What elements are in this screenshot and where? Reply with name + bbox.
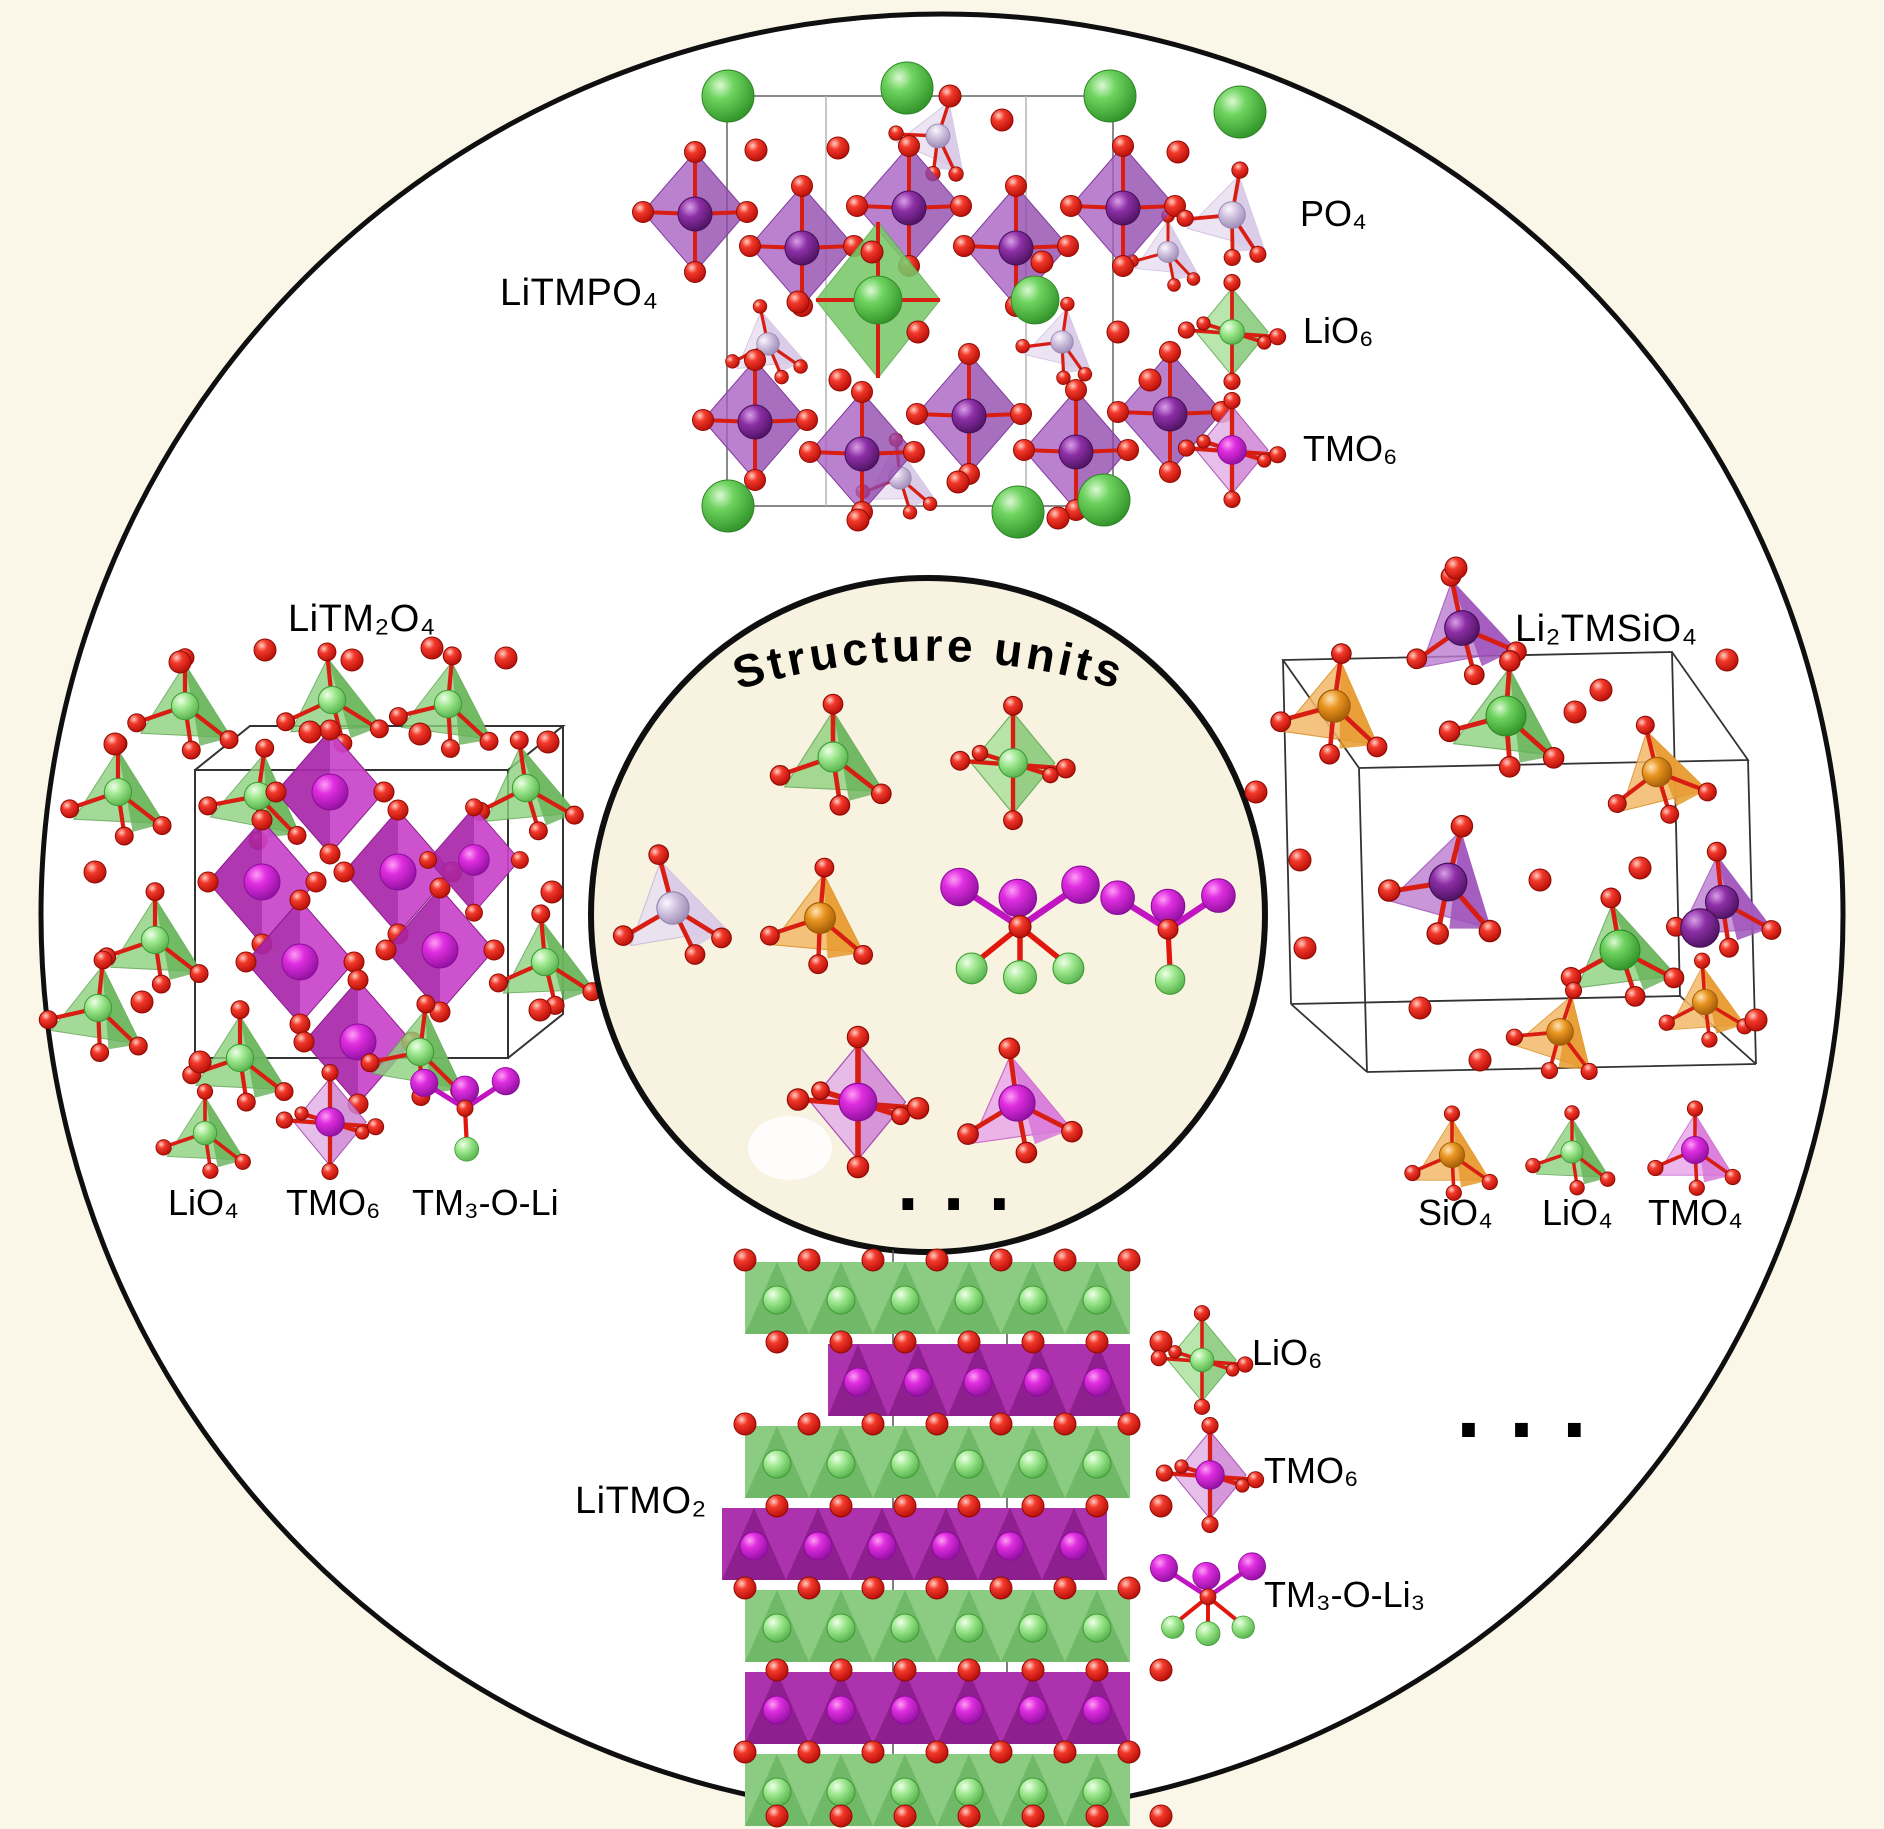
- legend-label-lio4-left: LiO₄: [168, 1182, 239, 1223]
- spinel-structure-graphic: [36, 637, 603, 1115]
- center-ellipsis: ...: [888, 1149, 1026, 1226]
- spinel-structure-label: LiTM₂O₄: [288, 598, 436, 640]
- legend-label-lio4-right: LiO₄: [1542, 1192, 1613, 1233]
- silicate-structure-label: Li₂TMSiO₄: [1515, 608, 1698, 650]
- legend-label-tmo6-left: TMO₆: [286, 1182, 381, 1223]
- legend-label-tmo6-bottom: TMO₆: [1264, 1450, 1359, 1491]
- legend-label-lio6-top: LiO₆: [1303, 310, 1374, 351]
- structure-units-circle: Structure units: [588, 575, 1268, 1255]
- legend-label-lio6-bottom: LiO₆: [1252, 1332, 1323, 1373]
- layered-structure-graphic: [721, 1249, 1172, 1827]
- legend-label-po4: PO₄: [1300, 193, 1367, 234]
- legend-label-tm3-o-li3: TM₃-O-Li₃: [1264, 1574, 1426, 1615]
- legend-label-sio4: SiO₄: [1418, 1192, 1493, 1233]
- legend-label-tm3-o-li: TM₃-O-Li: [412, 1182, 559, 1223]
- center-circle: [588, 575, 1268, 1255]
- layered-structure-label: LiTMO₂: [575, 1480, 707, 1522]
- silicate-structure-graphic: [1244, 555, 1783, 1095]
- olivine-structure-label: LiTMPO₄: [500, 272, 659, 314]
- right-ellipsis: ...: [1445, 1366, 1604, 1456]
- legend-label-tmo4: TMO₄: [1648, 1192, 1743, 1233]
- olivine-structure-graphic: [630, 61, 1267, 539]
- legend-label-tmo6-top: TMO₆: [1303, 428, 1398, 469]
